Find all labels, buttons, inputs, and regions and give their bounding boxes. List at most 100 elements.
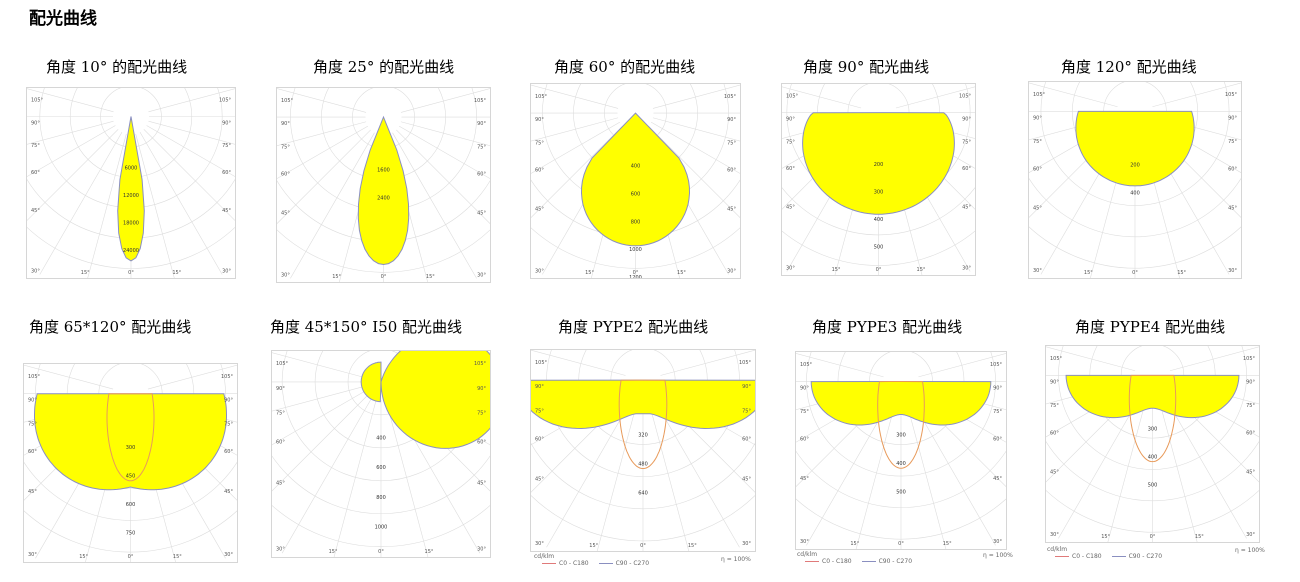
grid-ray <box>782 86 862 109</box>
angle-label: 90° <box>535 384 544 390</box>
angle-label: 45° <box>962 204 971 210</box>
angle-label: 90° <box>477 121 486 127</box>
grid-ray <box>392 132 477 279</box>
legend-c90: C90 - C270 <box>878 558 913 565</box>
angle-label: 105° <box>1050 356 1063 362</box>
grid-ray <box>1046 346 1136 372</box>
c90-line-icon <box>1111 556 1126 557</box>
c90-curve <box>877 380 925 469</box>
grid-ray <box>660 350 755 376</box>
c0-line-icon <box>542 563 556 564</box>
grid-ring <box>1029 226 1241 269</box>
angle-label: 60° <box>535 436 544 442</box>
light-distribution-curve <box>1075 110 1195 187</box>
ring-value-label: 480 <box>638 461 648 467</box>
angle-label: 90° <box>1033 115 1042 121</box>
angle-label: 60° <box>477 440 486 446</box>
efficiency-label: η = 100% <box>1235 547 1265 554</box>
angle-label: 30° <box>993 539 1002 545</box>
angle-label: 45° <box>276 481 285 487</box>
grid-ray <box>652 84 740 109</box>
grid-ray <box>281 397 373 554</box>
angle-label: 30° <box>477 547 486 553</box>
grid-ray <box>24 364 114 390</box>
angle-label: 15° <box>172 270 181 276</box>
ring-value-label: 2400 <box>377 195 390 201</box>
angle-label: 15° <box>79 554 88 560</box>
chart-title: 角度 60° 的配光曲线 <box>554 58 696 76</box>
angle-label: 15° <box>677 270 686 276</box>
c0-line-icon <box>805 561 819 562</box>
angle-label: 30° <box>1246 532 1255 538</box>
angle-label: 15° <box>1195 534 1204 540</box>
grid-ray <box>651 395 740 548</box>
grid-ring <box>27 226 235 269</box>
angle-label: 75° <box>535 408 544 414</box>
grid-ray <box>796 353 884 378</box>
angle-label: 60° <box>31 170 40 176</box>
light-distribution-curve <box>531 379 755 430</box>
angle-label: 75° <box>477 144 486 150</box>
ring-value-label: 1000 <box>375 525 388 531</box>
angle-label: 75° <box>727 140 736 146</box>
chart-title: 角度 PYPE2 配光曲线 <box>558 318 709 336</box>
angle-label: 75° <box>222 143 231 149</box>
grid-ring <box>531 227 740 269</box>
grid-ray <box>400 121 490 146</box>
angle-label: 60° <box>727 167 736 173</box>
chart-footer: cd/klm C0 - C180 C90 - C270 <box>1047 546 1162 560</box>
angle-label: 90° <box>276 386 285 392</box>
angle-label: 60° <box>276 440 285 446</box>
angle-label: 105° <box>739 360 752 366</box>
angle-label: 90° <box>535 117 544 123</box>
chart-title: 角度 90° 配光曲线 <box>803 58 930 76</box>
polar-svg: 105° 105° 90° 90° 75° 75° 60° 60° 45° 45° 30° 30° 15… <box>272 351 490 557</box>
grid-ray <box>396 129 490 225</box>
angle-label: 15° <box>173 554 182 560</box>
grid-ray <box>135 133 175 278</box>
chart-title: 角度 25° 的配光曲线 <box>313 58 455 76</box>
angle-label: 105° <box>1033 92 1046 98</box>
angle-label: 90° <box>31 120 40 126</box>
angle-label: 45° <box>31 208 40 214</box>
angle-label: 45° <box>786 204 795 210</box>
efficiency-label: η = 100% <box>983 552 1013 559</box>
angle-label: 75° <box>786 139 795 145</box>
angle-label: 105° <box>1225 92 1238 98</box>
angle-label: 75° <box>28 421 37 427</box>
angle-label: 90° <box>962 117 971 123</box>
angle-label: 75° <box>535 140 544 146</box>
grid-ray <box>398 125 490 179</box>
angle-label: 30° <box>28 552 37 558</box>
angle-label: 0° <box>876 267 882 273</box>
grid-ray <box>290 132 375 279</box>
chart-title: 角度 120° 配光曲线 <box>1061 58 1197 76</box>
angle-label: 75° <box>281 144 290 150</box>
light-distribution-curve <box>360 351 490 449</box>
angle-label: 60° <box>1050 430 1059 436</box>
grid-ray <box>531 84 619 109</box>
grid-ring <box>531 442 755 510</box>
angle-label: 90° <box>800 386 809 392</box>
ring-value-label: 320 <box>638 432 648 438</box>
grid-ray <box>905 398 947 549</box>
grid-ray <box>146 125 235 177</box>
grid-ring <box>1046 441 1259 502</box>
angle-label: 15° <box>1177 270 1186 276</box>
grid-ray <box>277 125 369 179</box>
ring-value-label: 500 <box>896 489 906 495</box>
angle-label: 90° <box>993 386 1002 392</box>
grid-ray <box>272 394 369 492</box>
ring-value-label: 400 <box>631 163 641 169</box>
grid-ring <box>782 230 975 266</box>
ring-value-label: 300 <box>1148 426 1158 432</box>
angle-label: 90° <box>28 398 37 404</box>
light-distribution-curve <box>117 116 145 262</box>
polar-svg: 105° 105° 90° 90° 75° 75° 60° 60° 45° 45° 30° 30° 15… <box>531 84 740 278</box>
ring-value-label: 450 <box>126 474 136 480</box>
grid-ray <box>531 121 621 174</box>
angle-label: 90° <box>1246 379 1255 385</box>
polar-svg: 105° 105° 90° 90° 75° 75° 60° 60° 45° 45° 30° 30° 15… <box>531 350 755 551</box>
angle-label: 105° <box>724 94 737 100</box>
grid-ray <box>333 399 377 557</box>
